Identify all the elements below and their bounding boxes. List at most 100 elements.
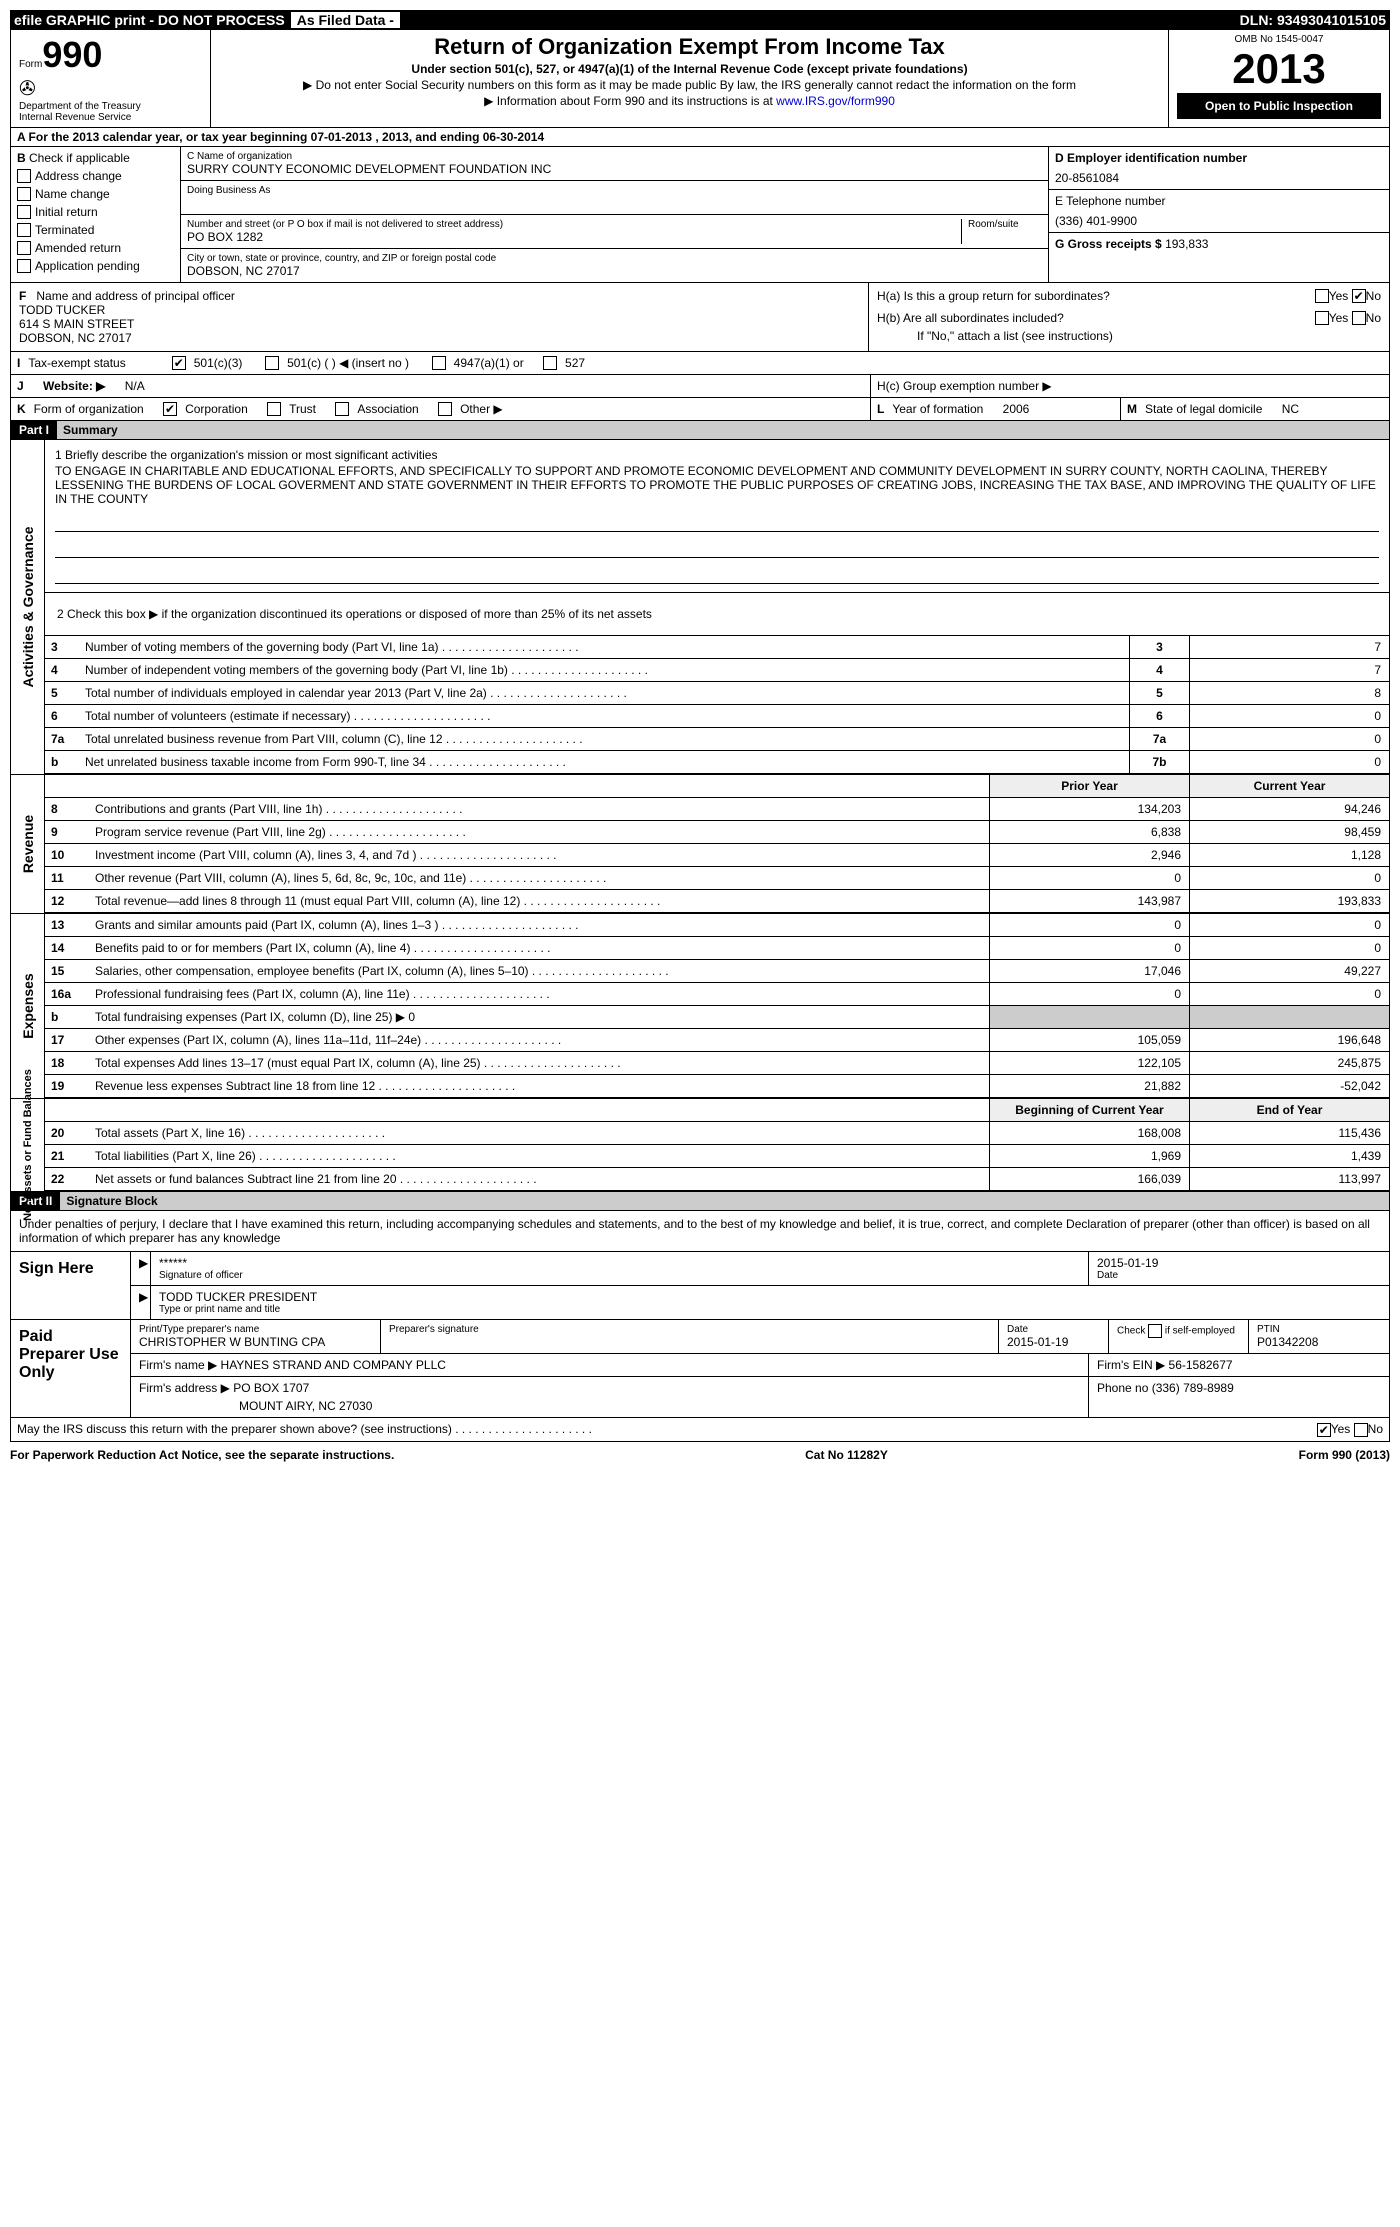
strip-ag: Activities & Governance <box>20 526 36 687</box>
fin-row: 18Total expenses Add lines 13–17 (must e… <box>45 1052 1389 1075</box>
ag-row: 6Total number of volunteers (estimate if… <box>45 705 1389 728</box>
prep-name: CHRISTOPHER W BUNTING CPA <box>139 1335 372 1349</box>
ha-label: H(a) Is this a group return for subordin… <box>877 289 1315 303</box>
part-1-header: Part ISummary <box>10 421 1390 440</box>
hc-label: H(c) Group exemption number ▶ <box>877 379 1052 393</box>
efile-left: efile GRAPHIC print - DO NOT PROCESS <box>14 12 285 28</box>
section-bcd: B Check if applicable Address change Nam… <box>10 147 1390 283</box>
sig-name: TODD TUCKER PRESIDENT <box>159 1290 1381 1304</box>
dba-label: Doing Business As <box>187 185 1042 196</box>
hb-note: If "No," attach a list (see instructions… <box>877 329 1381 343</box>
row-j: J Website: ▶ N/A <box>10 375 870 398</box>
hdr-prior-year: Prior Year <box>989 775 1189 797</box>
ein-label: D Employer identification number <box>1055 151 1383 165</box>
subtitle-2: ▶ Do not enter Social Security numbers o… <box>219 78 1160 92</box>
subtitle-1: Under section 501(c), 527, or 4947(a)(1)… <box>219 62 1160 76</box>
footer-left: For Paperwork Reduction Act Notice, see … <box>10 1448 394 1462</box>
exp-section: Expenses 13Grants and similar amounts pa… <box>10 914 1390 1099</box>
sig-date: 2015-01-19 <box>1097 1256 1381 1270</box>
row-fh: F Name and address of principal officer … <box>10 283 1390 352</box>
fin-row: 10Investment income (Part VIII, column (… <box>45 844 1389 867</box>
sig-stars: ****** <box>159 1256 1080 1270</box>
fin-row: 12Total revenue—add lines 8 through 11 (… <box>45 890 1389 913</box>
row-m: M State of legal domicile NC <box>1120 398 1390 421</box>
tax-exempt-label: Tax-exempt status <box>28 356 125 370</box>
q2-text: 2 Check this box ▶ if the organization d… <box>57 607 652 621</box>
firm-addr: Firm's address ▶ PO BOX 1707 <box>139 1381 1080 1395</box>
irs-link[interactable]: www.IRS.gov/form990 <box>776 94 895 108</box>
org-name-label: C Name of organization <box>187 151 1042 162</box>
form-number: 990 <box>42 34 102 75</box>
omb-no: OMB No 1545-0047 <box>1177 34 1381 45</box>
form-label: Form <box>19 59 42 70</box>
phone-label: E Telephone number <box>1055 194 1383 208</box>
fin-row: 9Program service revenue (Part VIII, lin… <box>45 821 1389 844</box>
form-header: Form990 ✇ Department of the Treasury Int… <box>10 30 1390 128</box>
fin-row: bTotal fundraising expenses (Part IX, co… <box>45 1006 1389 1029</box>
as-filed: As Filed Data - <box>291 12 400 28</box>
footer-mid: Cat No 11282Y <box>805 1448 888 1462</box>
chk-amended[interactable]: Amended return <box>35 241 121 255</box>
phone-value: (336) 401-9900 <box>1055 214 1383 228</box>
chk-initial-return[interactable]: Initial return <box>35 205 98 219</box>
na-section: Net Assets or Fund Balances Beginning of… <box>10 1099 1390 1192</box>
website-val: N/A <box>125 379 145 393</box>
fin-row: 17Other expenses (Part IX, column (A), l… <box>45 1029 1389 1052</box>
fin-row: 16aProfessional fundraising fees (Part I… <box>45 983 1389 1006</box>
col-d: D Employer identification number 20-8561… <box>1049 147 1389 282</box>
discuss-row: May the IRS discuss this return with the… <box>10 1418 1390 1442</box>
fin-row: 13Grants and similar amounts paid (Part … <box>45 914 1389 937</box>
hdr-end-year: End of Year <box>1189 1099 1389 1121</box>
fin-row: 20Total assets (Part X, line 16)168,0081… <box>45 1122 1389 1145</box>
firm-phone: Phone no (336) 789-8989 <box>1089 1377 1389 1417</box>
footer-right: Form 990 (2013) <box>1299 1448 1390 1462</box>
fin-row: 14Benefits paid to or for members (Part … <box>45 937 1389 960</box>
ag-row: 5Total number of individuals employed in… <box>45 682 1389 705</box>
firm-ein: Firm's EIN ▶ 56-1582677 <box>1089 1354 1389 1376</box>
gross-value: 193,833 <box>1165 237 1208 251</box>
paid-prep-label: Paid Preparer Use Only <box>11 1320 131 1417</box>
chk-address-change[interactable]: Address change <box>35 169 122 183</box>
ptin: P01342208 <box>1257 1335 1381 1349</box>
irs-label: Internal Revenue Service <box>19 112 202 123</box>
officer-label: Name and address of principal officer <box>36 289 235 303</box>
fin-row: 11Other revenue (Part VIII, column (A), … <box>45 867 1389 890</box>
ag-row: 4Number of independent voting members of… <box>45 659 1389 682</box>
officer-addr2: DOBSON, NC 27017 <box>19 331 860 345</box>
city-label: City or town, state or province, country… <box>187 253 1042 264</box>
tax-year: 2013 <box>1177 45 1381 93</box>
sign-here-block: Sign Here ▶ ******Signature of officer 2… <box>10 1252 1390 1320</box>
firm-city: MOUNT AIRY, NC 27030 <box>139 1399 1080 1413</box>
room-label: Room/suite <box>968 219 1042 230</box>
addr-label: Number and street (or P O box if mail is… <box>187 219 955 230</box>
chk-name-change[interactable]: Name change <box>35 187 110 201</box>
mission-q: 1 Briefly describe the organization's mi… <box>55 448 1379 462</box>
org-name: SURRY COUNTY ECONOMIC DEVELOPMENT FOUNDA… <box>187 162 1042 176</box>
fin-row: 19Revenue less expenses Subtract line 18… <box>45 1075 1389 1098</box>
fin-row: 15Salaries, other compensation, employee… <box>45 960 1389 983</box>
firm-name: Firm's name ▶ HAYNES STRAND AND COMPANY … <box>131 1354 1089 1376</box>
row-hc: H(c) Group exemption number ▶ <box>870 375 1390 398</box>
row-a-tax-year: A For the 2013 calendar year, or tax yea… <box>10 128 1390 147</box>
open-inspection: Open to Public Inspection <box>1177 93 1381 119</box>
dln: DLN: 93493041015105 <box>1240 12 1386 28</box>
chk-app-pending[interactable]: Application pending <box>35 259 140 273</box>
hdr-current-year: Current Year <box>1189 775 1389 797</box>
ag-section: Activities & Governance 1 Briefly descri… <box>10 440 1390 775</box>
mission-block: 1 Briefly describe the organization's mi… <box>45 440 1389 593</box>
ag-row: bNet unrelated business taxable income f… <box>45 751 1389 774</box>
subtitle-3: ▶ Information about Form 990 and its ins… <box>219 94 1160 108</box>
efile-top-bar: efile GRAPHIC print - DO NOT PROCESS As … <box>10 10 1390 30</box>
part-2-header: Part IISignature Block <box>10 1192 1390 1211</box>
fin-row: 22Net assets or fund balances Subtract l… <box>45 1168 1389 1191</box>
strip-rev: Revenue <box>20 815 36 873</box>
officer-name: TODD TUCKER <box>19 303 860 317</box>
ein-value: 20-8561084 <box>1055 171 1383 185</box>
rev-section: Revenue Prior YearCurrent Year 8Contribu… <box>10 775 1390 914</box>
form-title: Return of Organization Exempt From Incom… <box>219 34 1160 60</box>
page-footer: For Paperwork Reduction Act Notice, see … <box>10 1442 1390 1468</box>
chk-terminated[interactable]: Terminated <box>35 223 94 237</box>
org-city: DOBSON, NC 27017 <box>187 264 1042 278</box>
ag-row: 3Number of voting members of the governi… <box>45 636 1389 659</box>
fin-row: 21Total liabilities (Part X, line 26)1,9… <box>45 1145 1389 1168</box>
